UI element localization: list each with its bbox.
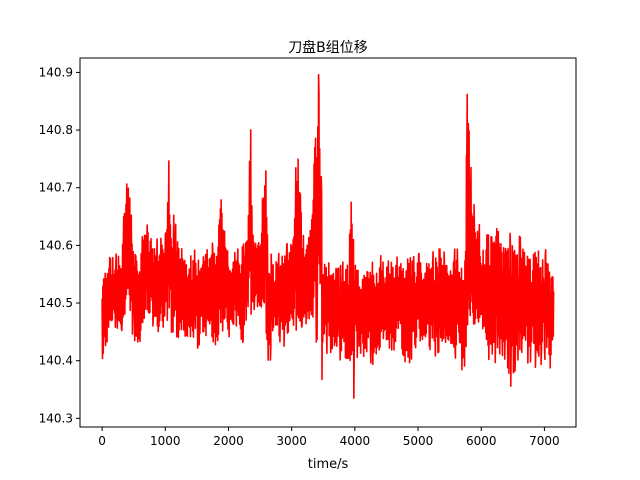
y-tick-label: 140.4: [39, 354, 73, 368]
x-axis-label: time/s: [308, 457, 349, 472]
axes-layer: 0 1000 2000 3000 4000 5000 6000 7000 140.3 140.4 1…: [39, 57, 577, 448]
plot-background: [80, 58, 576, 427]
x-tick-label: 3000: [276, 434, 307, 448]
y-tick-label: 140.5: [39, 296, 73, 310]
x-tick-label: 1000: [150, 434, 181, 448]
y-tick-label: 140.3: [39, 411, 73, 425]
y-tick-label: 140.6: [39, 238, 73, 252]
y-tick-label: 140.9: [39, 65, 73, 79]
x-tick-label: 5000: [403, 434, 434, 448]
x-tick-label: 4000: [340, 434, 371, 448]
x-tick-label: 6000: [466, 434, 497, 448]
x-tick-label: 2000: [213, 434, 244, 448]
y-tick-label: 140.8: [39, 123, 73, 137]
plot-area: [80, 58, 576, 427]
y-tick-label: 140.7: [39, 181, 73, 195]
series-layer: [101, 73, 555, 399]
x-tick-label: 0: [98, 434, 106, 448]
series-line: [101, 73, 555, 399]
chart-title: 刀盘B组位移: [288, 39, 368, 56]
axes-frame: [79, 57, 577, 428]
x-tick-label: 7000: [529, 434, 560, 448]
